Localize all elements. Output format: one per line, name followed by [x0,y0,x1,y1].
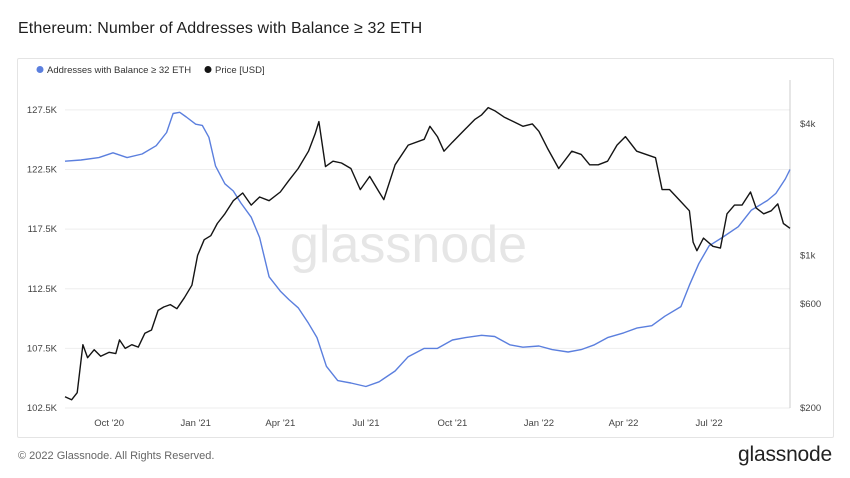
x-tick-label: Jul '21 [352,418,379,429]
legend-label: Addresses with Balance ≥ 32 ETH [47,65,191,76]
y-axis-right: $200 $600 $1k $4k [789,80,821,414]
y-left-tick-label: 107.5K [27,343,58,354]
series-line-addresses[interactable] [64,111,791,388]
y-right-tick-label: $200 [800,403,821,414]
copyright-text: © 2022 Glassnode. All Rights Reserved. [18,450,215,462]
x-tick-label: Jul '22 [696,418,723,429]
x-tick-label: Apr '22 [609,418,639,429]
series-line-price[interactable] [64,106,791,401]
y-right-tick-label: $4k [800,119,816,130]
y-right-tick-label: $1k [800,250,816,261]
x-axis: Oct '20 Jan '21 Apr '21 Jul '21 Oct '21 Jan '… [94,418,722,429]
x-tick-label: Oct '20 [94,418,124,429]
y-axis-left: 102.5K 107.5K 112.5K 117.5K 122.5K 127.5K [27,105,58,414]
y-left-tick-label: 112.5K [28,284,58,295]
y-left-tick-label: 102.5K [27,403,58,414]
y-left-tick-label: 122.5K [27,165,58,176]
chart-title: Ethereum: Number of Addresses with Balan… [18,20,423,37]
legend-dot [36,66,44,73]
x-tick-label: Jan '22 [524,418,554,429]
series-group [64,106,791,401]
y-right-tick-label: $600 [800,299,821,310]
chart-grid [65,109,790,409]
legend-item-price[interactable]: Price [USD] [204,65,265,76]
y-left-tick-label: 117.5K [28,224,58,235]
watermark: glassnode [290,216,527,274]
x-tick-label: Jan '21 [181,418,211,429]
legend-dot [204,66,212,73]
x-tick-label: Oct '21 [438,418,468,429]
chart-legend[interactable]: Addresses with Balance ≥ 32 ETH Price [US… [36,65,265,76]
y-left-tick-label: 127.5K [27,105,58,116]
glassnode-logo[interactable]: glassnode [738,443,832,466]
legend-label: Price [USD] [215,65,265,76]
x-tick-label: Apr '21 [265,418,295,429]
legend-item-addresses[interactable]: Addresses with Balance ≥ 32 ETH [36,65,192,76]
